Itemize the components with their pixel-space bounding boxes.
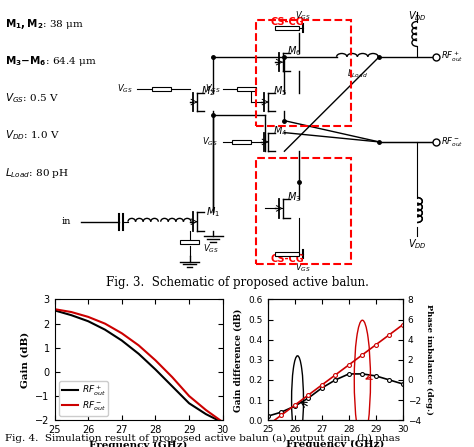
Text: $\mathbf{M_3}$$\mathbf{-M_6}$: 64.4 μm: $\mathbf{M_3}$$\mathbf{-M_6}$: 64.4 μm xyxy=(5,54,96,68)
Text: Fig. 4.  Simulation result of proposed active balun (a) output gain, (b) phas: Fig. 4. Simulation result of proposed ac… xyxy=(5,434,400,443)
$RF_{out}^-$ xyxy=(68,309,74,315)
$RF_{out}^+$ xyxy=(119,338,125,343)
$RF_{out}^-$ xyxy=(52,307,57,312)
Text: $L_{Load}$: 80 pH: $L_{Load}$: 80 pH xyxy=(5,166,69,180)
Text: $M_5$: $M_5$ xyxy=(273,84,287,98)
X-axis label: Frequency (GHz): Frequency (GHz) xyxy=(286,439,384,447)
$RF_{out}^-$ xyxy=(85,314,91,320)
Text: $V_{GS}$: 0.5 V: $V_{GS}$: 0.5 V xyxy=(5,91,59,105)
$RF_{out}^+$ xyxy=(52,308,57,313)
Text: $M_2$: $M_2$ xyxy=(201,84,215,98)
$RF_{out}^+$ xyxy=(153,367,158,372)
Y-axis label: Gain (dB): Gain (dB) xyxy=(21,332,30,388)
Text: $\mathbf{M_1, M_2}$: 38 μm: $\mathbf{M_1, M_2}$: 38 μm xyxy=(5,17,83,31)
$RF_{out}^-$ xyxy=(220,419,226,425)
Bar xyxy=(152,87,171,91)
Text: in: in xyxy=(62,217,71,226)
Text: $V_{GS}$: $V_{GS}$ xyxy=(202,136,218,148)
$RF_{out}^-$ xyxy=(153,358,158,363)
Legend: $RF_{out}^+$, $RF_{out}^-$: $RF_{out}^+$, $RF_{out}^-$ xyxy=(59,381,108,416)
Text: CS-CG: CS-CG xyxy=(270,17,304,27)
Text: CS-CG: CS-CG xyxy=(270,254,304,264)
$RF_{out}^-$ xyxy=(119,331,125,336)
Text: $V_{DD}$: $V_{DD}$ xyxy=(408,9,427,23)
$RF_{out}^+$ xyxy=(85,319,91,324)
Y-axis label: Phase imbalance (deg.): Phase imbalance (deg.) xyxy=(425,304,433,415)
Text: $V_{GS}$: $V_{GS}$ xyxy=(203,243,219,256)
Y-axis label: Gain difference (dB): Gain difference (dB) xyxy=(234,308,243,412)
$RF_{out}^-$ xyxy=(186,393,192,399)
$RF_{out}^-$ xyxy=(102,321,108,326)
$RF_{out}^+$ xyxy=(220,420,226,425)
Bar xyxy=(237,87,256,91)
Text: Fig. 3.  Schematic of proposed active balun.: Fig. 3. Schematic of proposed active bal… xyxy=(106,276,368,289)
Bar xyxy=(180,240,199,244)
Text: $M_6$: $M_6$ xyxy=(287,44,301,58)
$RF_{out}^+$ xyxy=(203,411,209,417)
Text: $V_{GS}$: $V_{GS}$ xyxy=(295,10,311,22)
Text: $M_1$: $M_1$ xyxy=(206,205,220,219)
$RF_{out}^+$ xyxy=(186,401,192,406)
Text: $V_{DD}$: $V_{DD}$ xyxy=(408,238,427,252)
Text: $V_{GS}$: $V_{GS}$ xyxy=(117,83,133,95)
Text: $V_{GS}$: $V_{GS}$ xyxy=(205,83,220,95)
X-axis label: Frequency (GHz): Frequency (GHz) xyxy=(90,441,188,447)
Text: $RF_{out}^+$: $RF_{out}^+$ xyxy=(441,50,463,64)
$RF_{out}^+$ xyxy=(68,312,74,318)
$RF_{out}^-$ xyxy=(136,343,141,348)
$RF_{out}^+$ xyxy=(169,384,175,389)
$RF_{out}^-$ xyxy=(203,407,209,413)
Text: $M_4$: $M_4$ xyxy=(273,124,287,138)
$RF_{out}^+$ xyxy=(102,327,108,333)
$RF_{out}^-$ xyxy=(169,375,175,380)
Text: $M_3$: $M_3$ xyxy=(287,190,301,204)
Bar xyxy=(275,252,299,256)
Text: $V_{GS}$: $V_{GS}$ xyxy=(295,261,311,274)
Bar xyxy=(275,25,299,30)
Text: $L_{Load}$: $L_{Load}$ xyxy=(347,67,368,80)
Bar xyxy=(232,140,251,144)
$RF_{out}^+$ xyxy=(136,351,141,357)
Text: $V_{DD}$: 1.0 V: $V_{DD}$: 1.0 V xyxy=(5,129,60,143)
Line: $RF_{out}^+$: $RF_{out}^+$ xyxy=(55,310,223,422)
Line: $RF_{out}^-$: $RF_{out}^-$ xyxy=(55,309,223,422)
Text: $RF_{out}^-$: $RF_{out}^-$ xyxy=(441,135,463,149)
